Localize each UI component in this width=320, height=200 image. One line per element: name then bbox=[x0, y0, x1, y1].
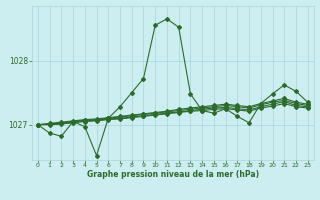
X-axis label: Graphe pression niveau de la mer (hPa): Graphe pression niveau de la mer (hPa) bbox=[87, 170, 259, 179]
